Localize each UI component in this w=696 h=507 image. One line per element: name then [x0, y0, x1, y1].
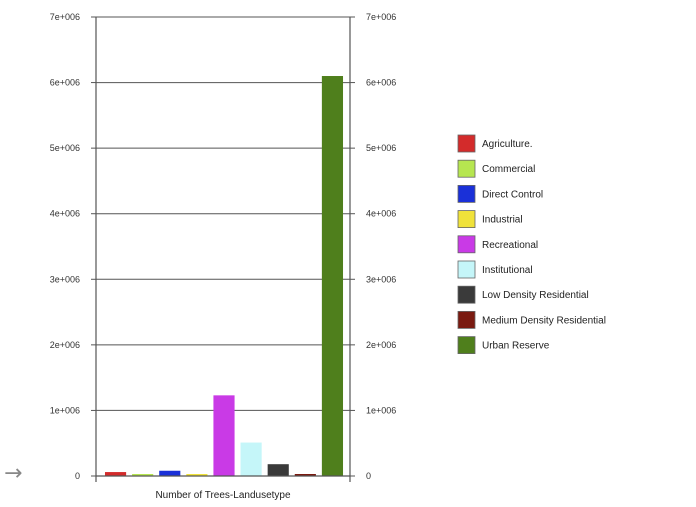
legend-swatch: [457, 159, 476, 178]
y-tick-label: 0: [366, 471, 371, 481]
y-tick-label: 6e+006: [50, 78, 80, 88]
gridlines: [96, 16, 350, 411]
y-tick-label: 4e+006: [366, 209, 396, 219]
legend-item: Recreational: [457, 235, 538, 254]
bar: [321, 76, 344, 476]
legend-label: Commercial: [482, 164, 535, 175]
bar: [132, 474, 154, 476]
bar: [240, 442, 262, 476]
legend-swatch: [457, 210, 476, 229]
legend-swatch: [457, 285, 476, 304]
bar: [159, 470, 181, 476]
y-tick-labels-right: 0 1e+006 2e+006 3e+006 4e+006 5e+006 6e+006 7e+…: [366, 12, 396, 481]
bars: [104, 76, 344, 476]
axes: [91, 16, 355, 482]
legend-label: Medium Density Residential: [482, 315, 606, 326]
legend-label: Recreational: [482, 240, 538, 251]
y-tick-label: 0: [75, 471, 80, 481]
y-tick-label: 3e+006: [366, 274, 396, 284]
legend-label: Agriculture.: [482, 139, 533, 150]
legend-label: Direct Control: [482, 189, 543, 200]
legend-swatch: [457, 134, 476, 153]
legend-item: Urban Reserve: [457, 336, 550, 355]
y-tick-label: 2e+006: [366, 340, 396, 350]
y-tick-label: 3e+006: [50, 274, 80, 284]
legend-label: Urban Reserve: [482, 341, 550, 352]
legend-label: Institutional: [482, 265, 533, 276]
y-tick-label: 7e+006: [366, 12, 396, 22]
x-axis-label: Number of Trees-Landusetype: [155, 490, 291, 501]
legend-item: Industrial: [457, 210, 523, 229]
y-tick-label: 7e+006: [50, 12, 80, 22]
legend-swatch: [457, 260, 476, 279]
y-tick-label: 6e+006: [366, 78, 396, 88]
legend-label: Low Density Residential: [482, 290, 589, 301]
legend-item: Medium Density Residential: [457, 310, 606, 329]
arrow-right-icon: →: [4, 461, 23, 486]
bar: [267, 464, 289, 476]
legend-swatch: [457, 235, 476, 254]
legend-swatch: [457, 184, 476, 203]
y-tick-labels-left: 0 1e+006 2e+006 3e+006 4e+006 5e+006 6e+006 7e+…: [50, 12, 80, 481]
legend-item: Commercial: [457, 159, 535, 178]
legend-swatch: [457, 336, 476, 355]
legend-item: Direct Control: [457, 184, 543, 203]
bar: [186, 474, 208, 476]
legend-label: Industrial: [482, 215, 523, 226]
legend-item: Low Density Residential: [457, 285, 589, 304]
y-tick-label: 4e+006: [50, 209, 80, 219]
legend-item: Agriculture.: [457, 134, 533, 153]
legend-item: Institutional: [457, 260, 533, 279]
bar: [213, 395, 235, 476]
legend: Agriculture. Commercial Direct Control Indu…: [457, 134, 606, 355]
y-tick-label: 5e+006: [366, 143, 396, 153]
bar: [294, 474, 316, 476]
bar: [104, 472, 127, 476]
y-tick-label: 1e+006: [50, 405, 80, 415]
y-tick-label: 5e+006: [50, 143, 80, 153]
y-tick-label: 2e+006: [50, 340, 80, 350]
y-tick-label: 1e+006: [366, 405, 396, 415]
legend-swatch: [457, 310, 476, 329]
